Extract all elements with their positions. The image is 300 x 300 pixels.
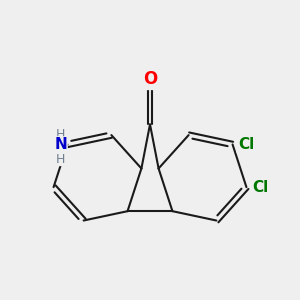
Text: N: N — [54, 137, 67, 152]
Text: H: H — [56, 152, 65, 166]
Text: Cl: Cl — [252, 180, 268, 195]
Text: O: O — [143, 70, 157, 88]
Text: H: H — [56, 128, 65, 141]
Text: Cl: Cl — [238, 137, 254, 152]
